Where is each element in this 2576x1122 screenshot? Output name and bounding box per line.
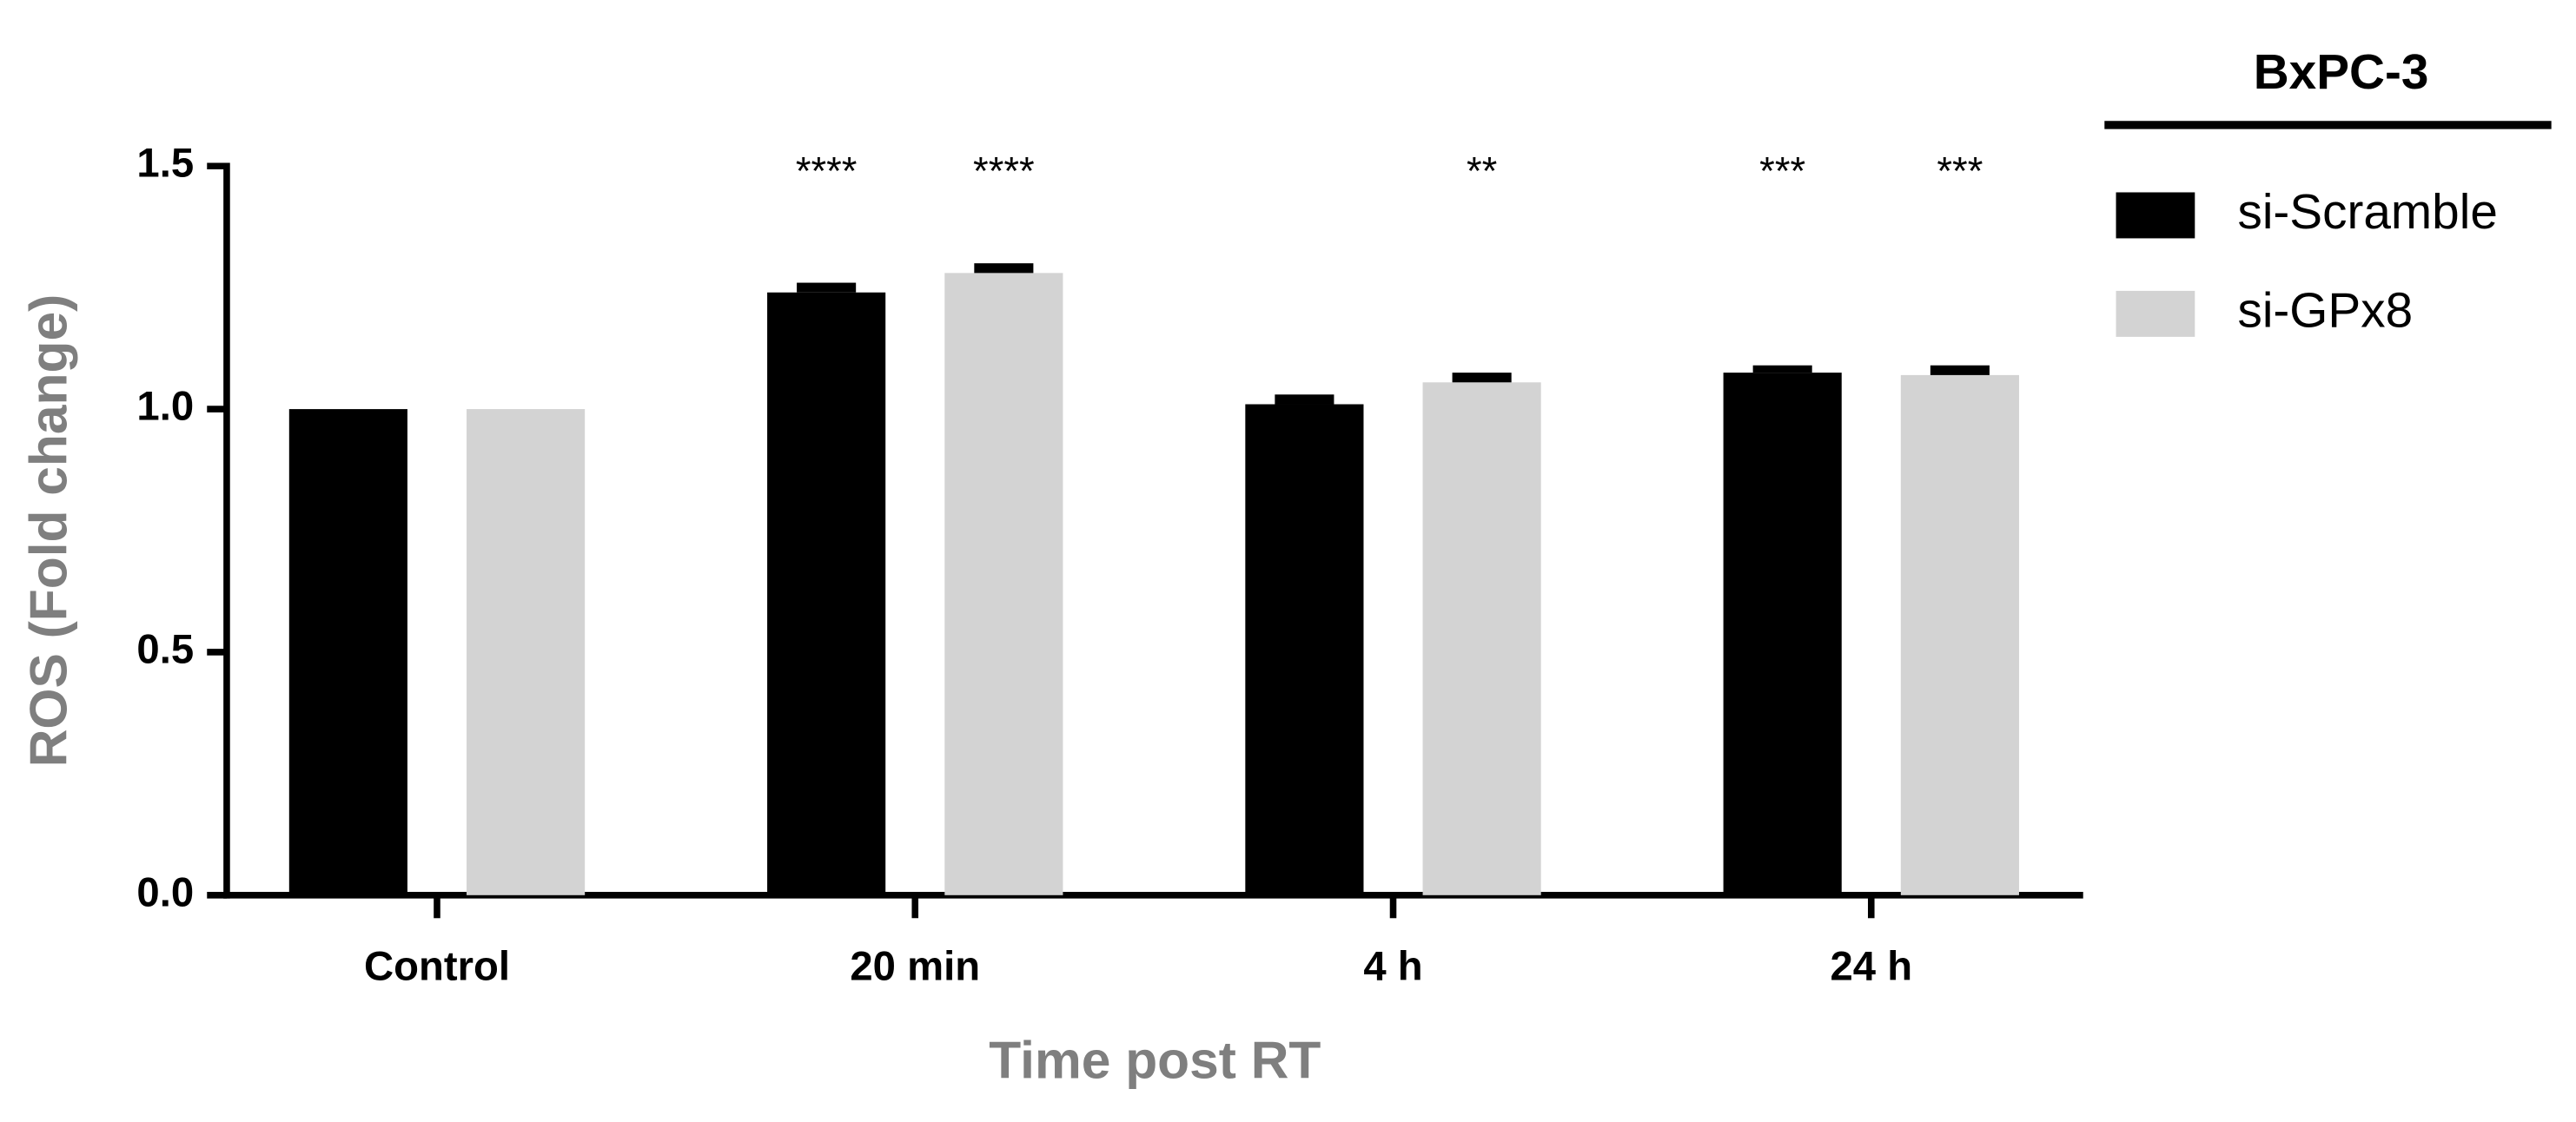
y-tick-label: 1.0 <box>136 384 194 430</box>
bar <box>1422 382 1541 895</box>
bar <box>767 292 886 895</box>
legend-label: si-Scramble <box>2237 185 2497 240</box>
x-tick-label: 4 h <box>1363 943 1422 989</box>
significance: **** <box>796 149 858 194</box>
x-axis-title: Time post RT <box>989 1031 1321 1090</box>
legend-title: BxPC-3 <box>2254 45 2429 100</box>
error-bar <box>1752 365 1812 373</box>
y-tick-label: 0.5 <box>136 626 194 672</box>
bar <box>288 409 407 895</box>
legend-swatch <box>2116 192 2195 239</box>
error-bar <box>974 263 1034 274</box>
error-bar <box>797 282 857 293</box>
error-bar <box>1930 365 1990 375</box>
significance: ** <box>1467 149 1497 194</box>
bar <box>1900 374 2019 895</box>
bar <box>1245 404 1364 895</box>
x-tick-label: 20 min <box>850 943 980 989</box>
legend-label: si-GPx8 <box>2237 283 2413 338</box>
bar <box>467 409 586 895</box>
y-axis-title: ROS (Fold change) <box>18 294 77 768</box>
x-tick-label: 24 h <box>1830 943 1912 989</box>
y-tick-label: 0.0 <box>136 869 194 915</box>
significance: *** <box>1759 149 1805 194</box>
y-tick-label: 1.5 <box>136 141 194 187</box>
significance: **** <box>973 149 1035 194</box>
bar <box>944 273 1063 895</box>
significance: *** <box>1937 149 1983 194</box>
error-bar <box>1275 394 1334 405</box>
x-tick-label: Control <box>364 943 510 989</box>
error-bar <box>1452 373 1512 383</box>
bar <box>1723 373 1842 895</box>
legend-swatch <box>2116 290 2195 337</box>
